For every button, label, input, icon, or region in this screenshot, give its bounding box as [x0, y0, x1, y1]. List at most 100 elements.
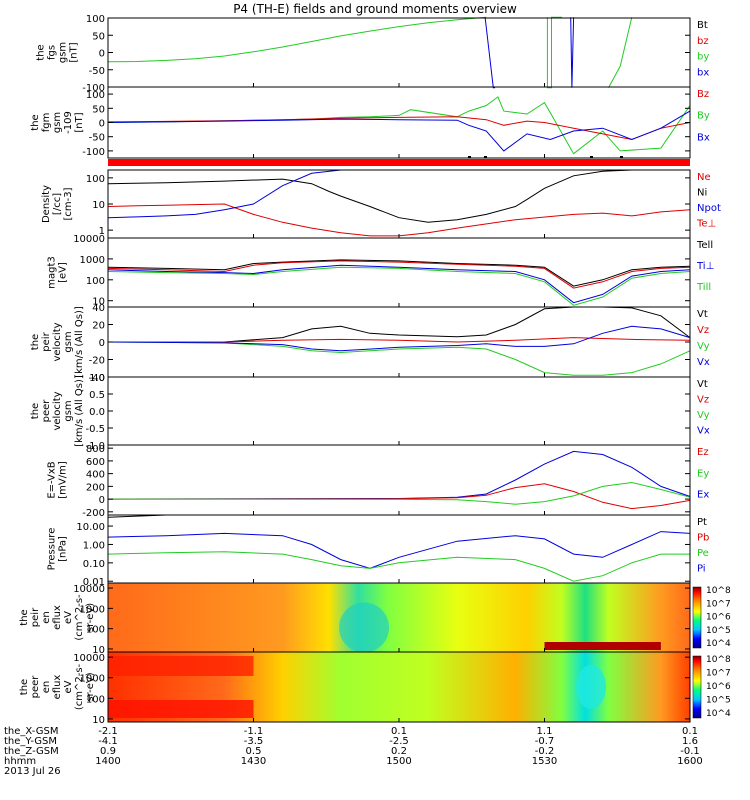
ylabel-line: [km/s (All Qs)]	[74, 375, 85, 447]
colorbar-label: 10^5	[706, 696, 731, 706]
ytick-label: 1	[99, 226, 105, 237]
heatmap-band	[108, 656, 254, 676]
ytick-label: 1.00	[83, 540, 105, 551]
colorbar-label: 10^5	[706, 626, 731, 636]
ytick-label: -1.0	[85, 441, 105, 452]
ytick-label: 800	[86, 444, 105, 455]
ylabel-line: magt3	[47, 256, 58, 289]
series-Npot	[107, 169, 341, 219]
ylabel: thepeirenefluxeV(cm^2-s-sr-eV)	[19, 594, 96, 641]
ylabel: E=-VxB[mV/m]	[47, 461, 69, 499]
series-Ey	[107, 481, 691, 505]
legend-Bx: Bx	[697, 132, 710, 143]
xaxis-row-label: the_X-GSM	[4, 726, 59, 737]
ylabel-line: peer	[30, 675, 41, 699]
xaxis-value: 1530	[531, 756, 558, 767]
colorbar	[692, 586, 702, 649]
ylabel-line: (cm^2-s-	[74, 594, 85, 641]
legend-Ti⊥: Ti⊥	[696, 261, 714, 272]
series-bx	[484, 17, 495, 89]
ylabel: magt3[eV]	[47, 256, 69, 289]
series-By	[107, 96, 691, 155]
colorbar-label: 10^6	[706, 613, 731, 623]
legend-Vz: Vz	[697, 395, 709, 406]
ylabel: thepeervelocitygsm[km/s (All Qs)]	[30, 375, 85, 447]
ytick-label: 0.01	[83, 577, 105, 588]
ytick-label: 100	[86, 174, 105, 185]
ytick-label: 1.0	[89, 373, 105, 384]
ylabel-line: the	[30, 403, 41, 419]
series-Ez	[107, 483, 691, 510]
ylabel: Density[/cc][cm-3]	[41, 185, 74, 223]
xaxis-value: -4.1	[98, 736, 118, 747]
ylabel-line: [eV]	[58, 262, 69, 283]
legend-Tell: Tell	[696, 240, 713, 251]
ytick-label: 10000	[73, 234, 105, 245]
ylabel-line: velocity	[52, 322, 63, 361]
ylabel: thepeirvelocitygsm[km/s (All Qs)]	[30, 306, 85, 378]
series-Vt	[108, 306, 691, 343]
series-Pe	[107, 551, 690, 582]
panel-frame	[107, 444, 691, 516]
ytick-label: 1000	[80, 674, 105, 685]
ytick-label: 50	[92, 31, 105, 42]
legend-Vt: Vt	[697, 379, 708, 390]
legend-Vt: Vt	[697, 309, 708, 320]
ylabel: Pressure[nPa]	[47, 528, 69, 571]
legend-Te⊥: Te⊥	[696, 219, 716, 230]
ylabel-line: en	[41, 611, 52, 624]
series-by	[608, 17, 633, 88]
xaxis-value: 1.6	[682, 736, 698, 747]
panel-peer_eflux: 10^8 10^7 10^6 10^5 10^4 10000 1000 100 10 thepee…	[19, 651, 731, 726]
ylabel-line: sr-eV)	[85, 603, 96, 632]
ytick-label: 100	[86, 14, 105, 25]
ytick-label: 10	[92, 297, 105, 308]
ylabel-line: -109	[63, 111, 74, 134]
xaxis-value: 0.1	[682, 726, 698, 737]
ytick-label: -100	[82, 83, 105, 94]
series-Ti⊥	[107, 264, 691, 304]
xaxis-value: 1400	[95, 756, 121, 767]
ylabel-line: the	[19, 679, 30, 695]
ytick-label: 400	[86, 470, 105, 481]
colorbar-label: 10^4	[706, 709, 731, 719]
series-Vy	[107, 341, 691, 376]
legend-Bz: Bz	[697, 89, 709, 100]
ylabel-line: peir	[30, 607, 41, 627]
ylabel-line: the	[30, 114, 41, 130]
panel-frame	[107, 376, 691, 446]
ylabel-line: (cm^2-s-	[74, 663, 85, 710]
panel-peer: 1.00.50.0-0.5-1.0thepeervelocitygsm[km/s…	[30, 373, 710, 452]
ytick-label: 1000	[80, 604, 105, 615]
legend-Ez: Ez	[697, 447, 709, 458]
ytick-label: 0.10	[83, 559, 105, 570]
legend-Vx: Vx	[697, 426, 710, 437]
colorbar-label: 10^6	[706, 682, 731, 692]
ylabel-line: velocity	[52, 391, 63, 430]
ylabel-line: gsm	[63, 400, 74, 421]
xaxis-value: 0.5	[245, 746, 262, 757]
heatmap-blob	[339, 602, 390, 653]
ytick-label: 10000	[73, 653, 105, 664]
ylabel-line: sr-eV)	[85, 672, 96, 701]
ytick-label: 0.5	[89, 390, 105, 401]
chart-title: P4 (TH-E) fields and ground moments over…	[233, 2, 517, 16]
ytick-label: -50	[89, 133, 105, 144]
panel-fgs: 100 50 0 -50 -100 thefgsgsm[nT] Bt bz by bx	[36, 14, 710, 94]
heatmap-band	[544, 642, 661, 650]
ylabel-line: E=-VxB	[47, 461, 58, 498]
xaxis-value: 0.2	[391, 746, 407, 757]
legend-Ni: Ni	[697, 188, 707, 199]
xaxis-value: -0.7	[534, 736, 555, 747]
series-Te⊥	[107, 260, 691, 289]
status-mark	[484, 156, 487, 158]
panel-peir_eflux: 10^8 10^7 10^6 10^5 10^4 10000 1000 100 10 thepei…	[19, 582, 731, 656]
ylabel-line: gsm	[63, 331, 74, 352]
legend-Pb: Pb	[697, 533, 709, 544]
panel-peir: 40 20 0 -20 -40 thepeirvelocitygsm[km/s (All …	[30, 303, 710, 384]
ytick-label: 100	[86, 90, 105, 101]
ytick-label: 0	[99, 119, 105, 130]
ytick-label: 10	[92, 715, 105, 726]
ylabel-line: the	[19, 609, 30, 625]
